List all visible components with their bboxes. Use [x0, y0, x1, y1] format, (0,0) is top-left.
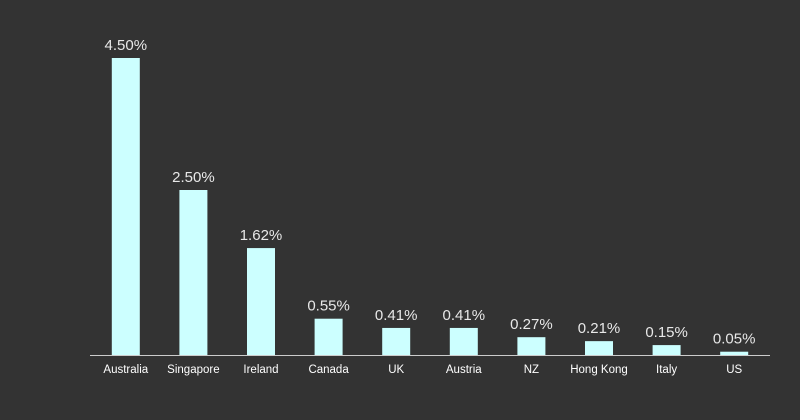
value-label: 0.21% — [578, 320, 621, 337]
value-label: 0.41% — [375, 307, 418, 324]
x-tick-label: UK — [388, 364, 404, 376]
x-tick-label: Italy — [656, 364, 677, 376]
x-tick-label: US — [726, 364, 742, 376]
bar — [517, 337, 546, 355]
x-tick-label: NZ — [524, 364, 539, 376]
bar — [247, 248, 275, 355]
bar — [382, 327, 411, 355]
value-label: 2.50% — [172, 169, 215, 186]
bar — [652, 345, 681, 355]
bar — [585, 341, 613, 355]
value-label: 1.62% — [240, 227, 283, 244]
value-label: 0.41% — [443, 307, 486, 324]
value-label: 0.27% — [510, 316, 553, 333]
value-label: 0.55% — [307, 298, 350, 315]
value-label: 4.50% — [105, 37, 148, 54]
value-label: 0.05% — [713, 331, 756, 348]
x-tick-label: Australia — [103, 364, 148, 376]
bar — [179, 190, 208, 355]
x-tick-label: Ireland — [243, 364, 278, 376]
bar — [449, 327, 478, 355]
x-tick-label: Austria — [446, 364, 482, 376]
x-tick-label: Hong Kong — [570, 364, 628, 376]
value-label: 0.15% — [645, 324, 688, 341]
bar — [314, 318, 343, 355]
x-tick-label: Canada — [308, 364, 349, 376]
x-tick-label: Singapore — [167, 364, 219, 376]
bar — [720, 351, 749, 355]
bar — [111, 58, 140, 355]
